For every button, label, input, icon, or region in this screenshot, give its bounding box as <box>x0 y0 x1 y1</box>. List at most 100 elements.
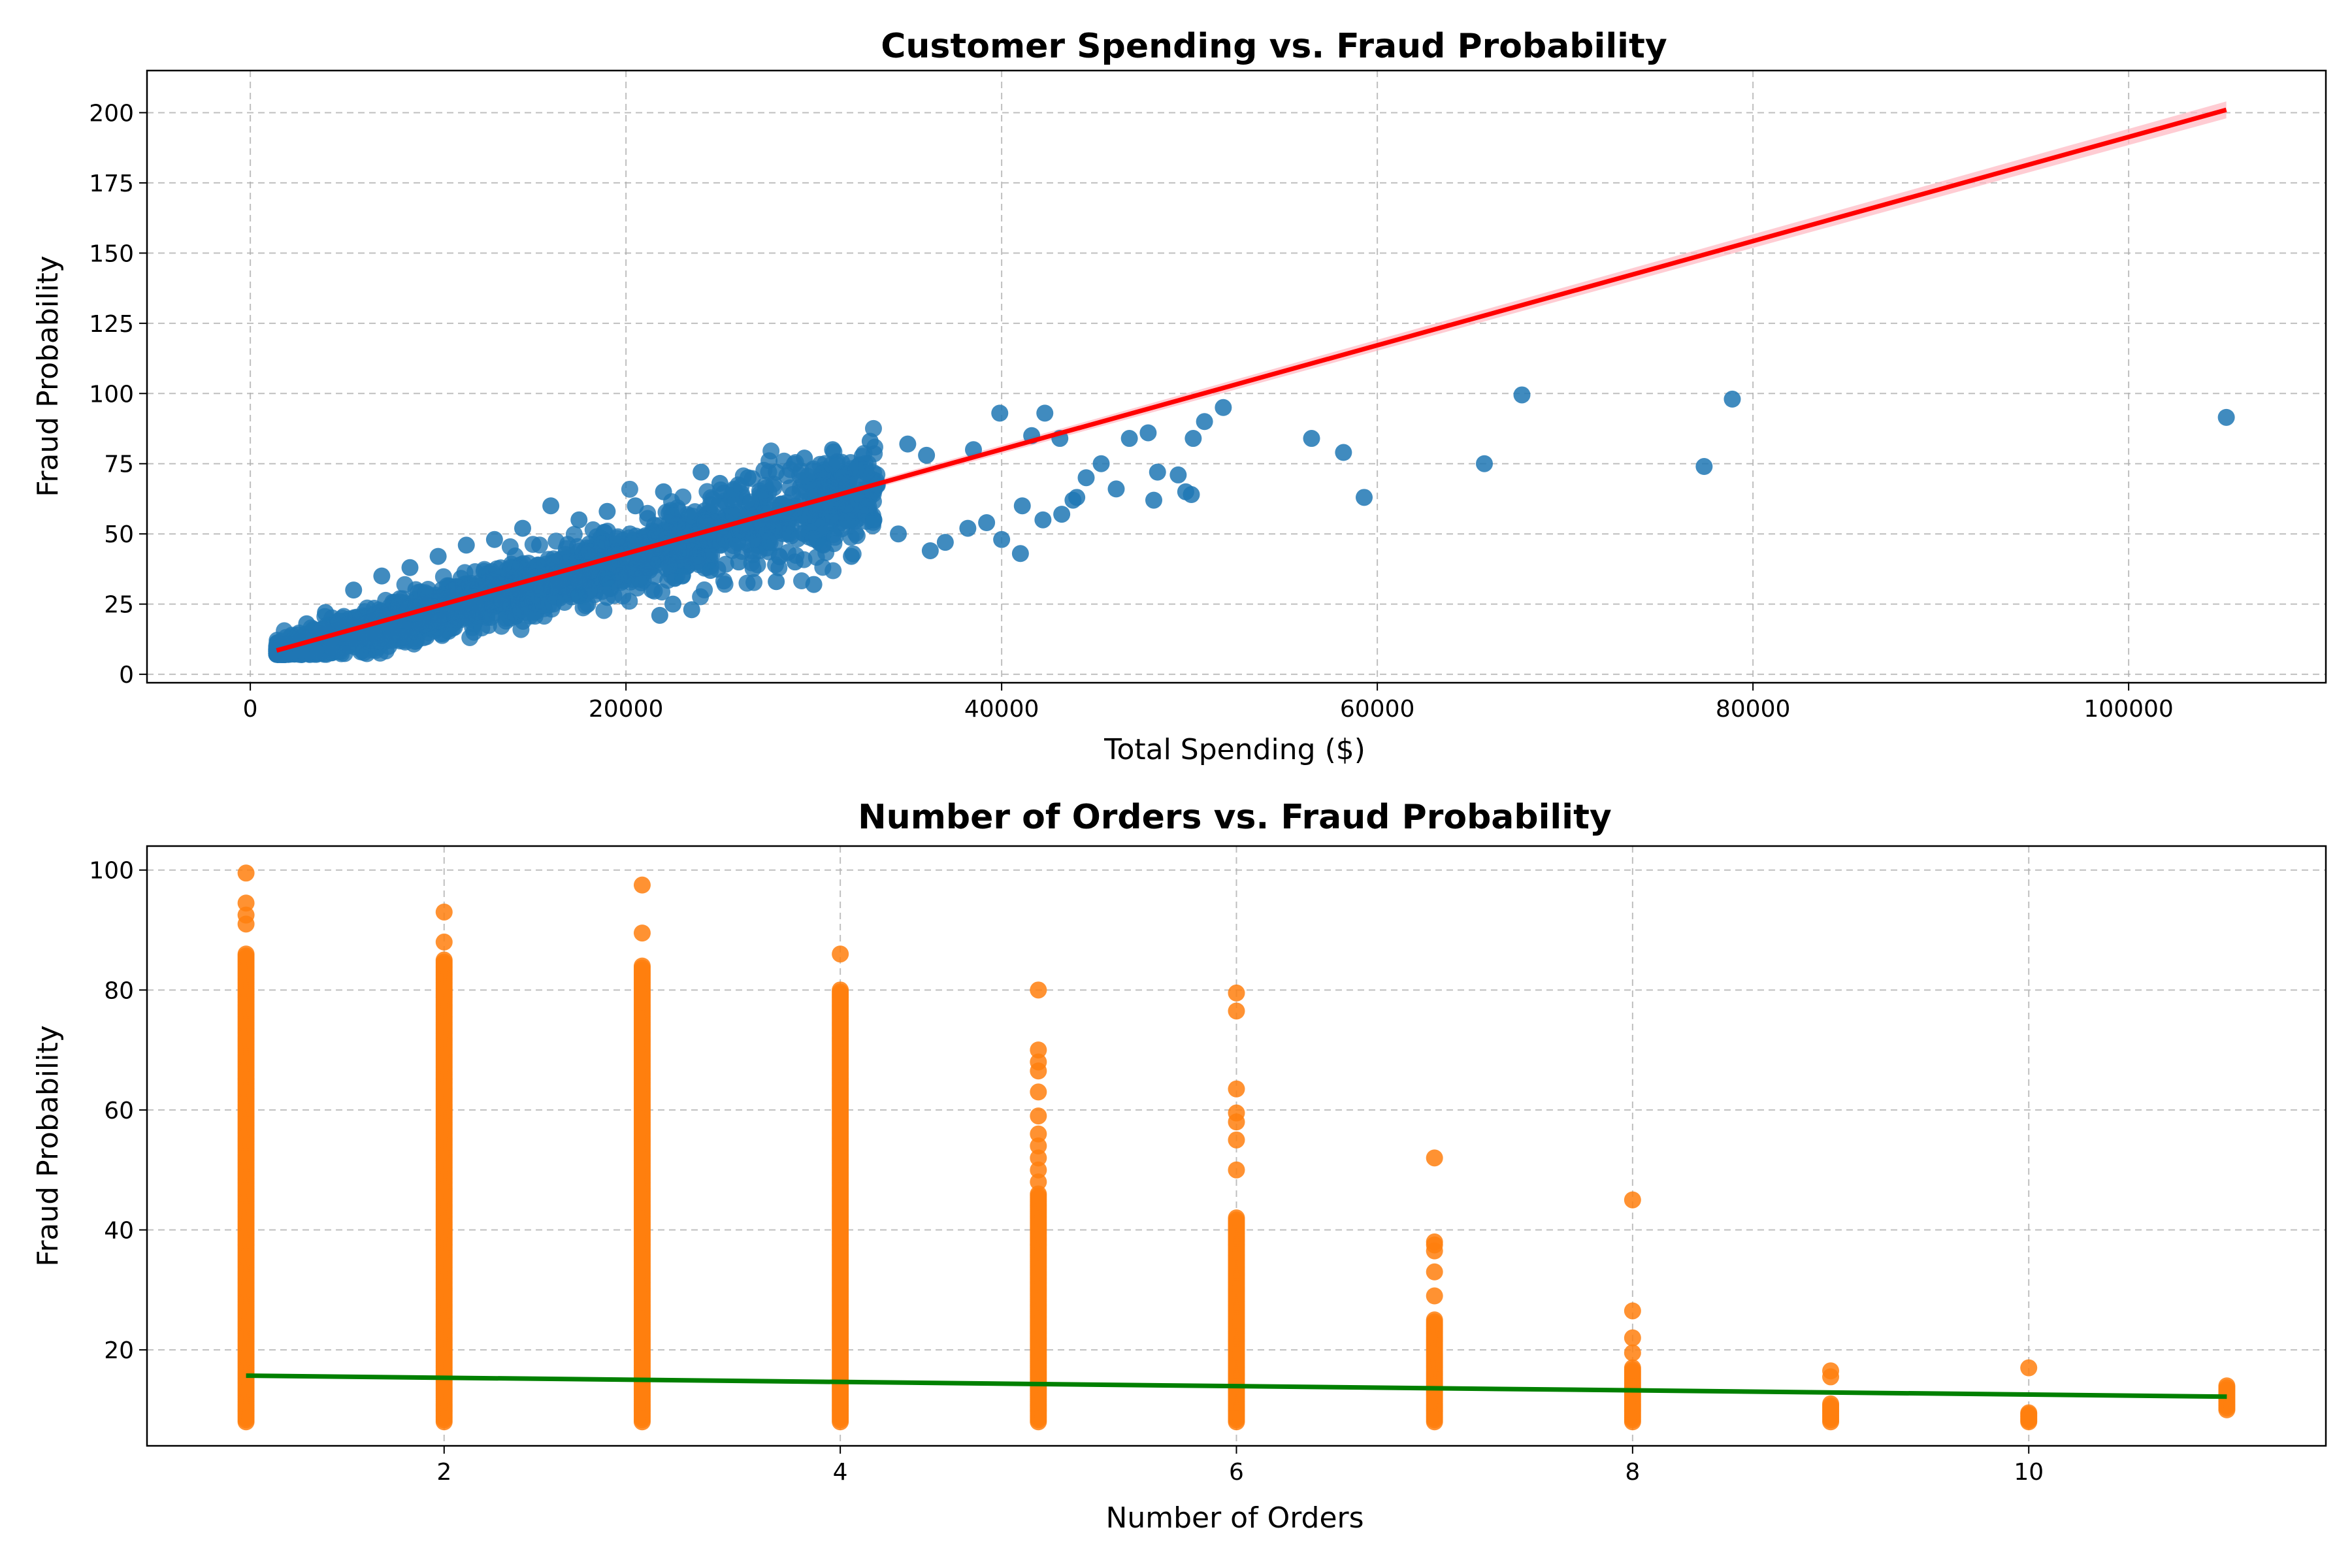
data-point <box>824 441 841 459</box>
data-point <box>847 461 865 478</box>
data-point <box>674 567 691 585</box>
data-point <box>1030 1053 1047 1071</box>
y-tick-label: 175 <box>89 171 134 197</box>
data-point <box>395 628 412 645</box>
data-point <box>1030 1083 1047 1101</box>
data-point <box>1426 1149 1443 1167</box>
data-point <box>768 463 785 481</box>
data-point <box>768 573 785 591</box>
data-point <box>1624 1359 1641 1377</box>
data-point <box>456 564 474 581</box>
data-point <box>978 514 996 532</box>
data-point <box>864 419 882 437</box>
y-tick-label: 25 <box>104 592 134 619</box>
data-point <box>796 449 813 467</box>
data-point <box>1228 1002 1245 1020</box>
data-point <box>1036 404 1054 422</box>
data-point <box>861 433 879 450</box>
data-point <box>1030 1137 1047 1154</box>
x-tick-label: 40000 <box>964 696 1039 723</box>
x-tick-label: 2 <box>436 1459 451 1486</box>
data-point <box>593 535 610 553</box>
y-tick-label: 50 <box>104 521 134 548</box>
data-point <box>365 625 383 642</box>
data-point <box>531 536 548 554</box>
data-point <box>1228 984 1245 1002</box>
data-point <box>633 876 651 894</box>
data-point <box>838 496 855 514</box>
data-point <box>663 507 681 525</box>
data-point <box>485 531 503 548</box>
x-tick-label: 0 <box>243 696 258 723</box>
y-tick-label: 75 <box>104 451 134 478</box>
data-point <box>936 534 954 551</box>
y-ticks: 20 40 60 80 100 <box>89 858 147 1364</box>
data-point <box>501 538 519 555</box>
data-point <box>1228 1161 1245 1179</box>
y-tick-label: 40 <box>104 1218 134 1245</box>
x-tick-label: 4 <box>833 1459 848 1486</box>
data-point <box>655 483 672 500</box>
data-point <box>1335 444 1352 461</box>
data-point <box>621 593 638 610</box>
data-point <box>651 606 668 624</box>
data-point <box>1184 430 1202 448</box>
x-tick-label: 100000 <box>2083 696 2173 723</box>
data-point <box>683 601 700 619</box>
data-point <box>2020 1359 2038 1377</box>
data-point <box>1822 1395 1840 1413</box>
data-point <box>1077 469 1095 487</box>
data-point <box>435 903 453 921</box>
data-point <box>786 553 804 571</box>
data-points <box>268 386 2235 664</box>
data-point <box>435 933 453 951</box>
data-point <box>1228 1080 1245 1098</box>
data-point <box>570 511 588 529</box>
data-point <box>865 511 883 529</box>
data-point <box>580 542 598 560</box>
data-point <box>843 547 860 565</box>
x-axis-label: Total Spending ($) <box>1103 733 1365 766</box>
data-point <box>1139 424 1157 442</box>
data-point <box>1013 497 1031 515</box>
data-point <box>1068 489 1086 506</box>
trend-line <box>276 107 2227 653</box>
data-point <box>617 553 635 571</box>
data-point <box>627 497 644 515</box>
data-point <box>638 559 656 576</box>
data-point <box>1145 491 1162 509</box>
data-point <box>781 479 799 497</box>
data-point <box>832 945 849 963</box>
data-point <box>1030 981 1047 999</box>
chart-title: Customer Spending vs. Fraud Probability <box>881 27 1667 66</box>
y-tick-label: 100 <box>89 858 134 885</box>
data-point <box>851 501 869 519</box>
data-point <box>1822 1362 1840 1380</box>
data-point <box>1030 1041 1047 1059</box>
data-points <box>237 864 2236 1431</box>
y-tick-label: 200 <box>89 100 134 127</box>
chart-orders: Number of Orders vs. Fraud Probability 2… <box>31 798 2327 1535</box>
data-point <box>373 567 391 585</box>
chart-title: Number of Orders vs. Fraud Probability <box>858 798 1612 837</box>
data-point <box>237 864 255 882</box>
data-point <box>1034 511 1052 529</box>
y-axis-label: Fraud Probability <box>31 255 65 497</box>
y-tick-label: 60 <box>104 1098 134 1124</box>
trend-line <box>246 1373 2227 1399</box>
data-point <box>725 507 743 525</box>
data-point <box>740 469 757 487</box>
data-point <box>512 601 530 619</box>
data-point <box>598 502 616 520</box>
y-tick-label: 100 <box>89 381 134 408</box>
data-point <box>639 510 657 527</box>
data-point <box>1513 386 1531 404</box>
data-point <box>514 519 531 537</box>
data-point <box>401 559 419 576</box>
data-point <box>1215 399 1232 416</box>
data-point <box>789 530 806 547</box>
data-point <box>1426 1287 1443 1305</box>
data-point <box>661 557 678 575</box>
trend-line-path <box>276 107 2227 653</box>
